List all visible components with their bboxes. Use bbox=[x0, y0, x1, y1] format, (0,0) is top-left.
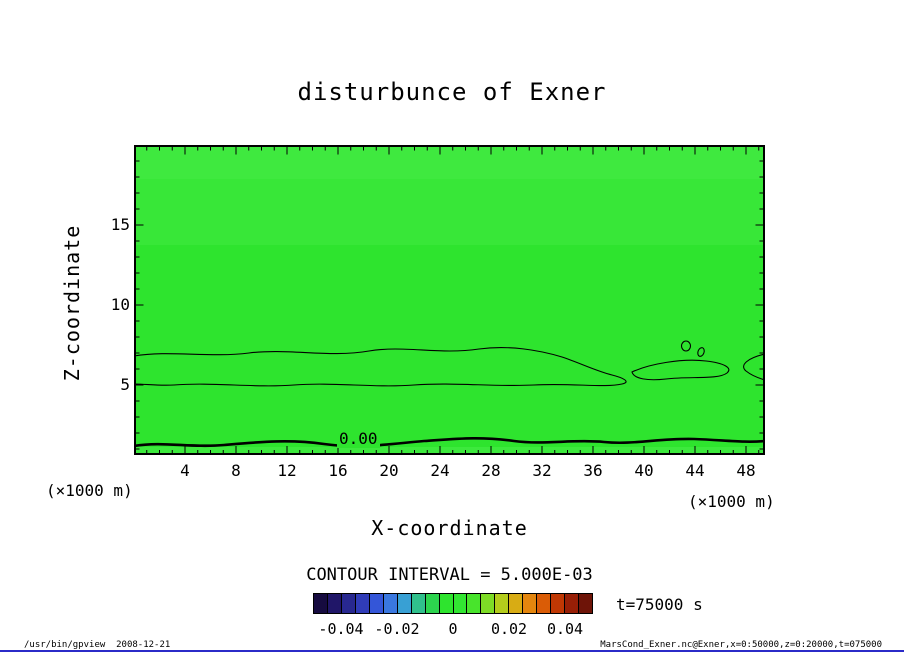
colorbar-tick-label: 0.02 bbox=[490, 620, 528, 638]
x-tick-label: 28 bbox=[481, 461, 501, 480]
x-axis-label: X-coordinate bbox=[371, 516, 528, 540]
x-tick-label: 16 bbox=[328, 461, 348, 480]
x-tick-label: 8 bbox=[231, 461, 241, 480]
colorbar-tick-label: 0 bbox=[448, 620, 458, 638]
colorbar-cell bbox=[480, 594, 495, 613]
plot-title: disturbunce of Exner bbox=[297, 78, 607, 106]
colorbar-cell bbox=[368, 594, 383, 613]
x-tick-label: 4 bbox=[180, 461, 190, 480]
y-axis-unit: (×1000 m) bbox=[46, 481, 133, 500]
colorbar-cell bbox=[438, 594, 453, 613]
x-axis-tick-labels: 4 8 12 16 20 24 28 32 36 40 44 48 bbox=[0, 461, 904, 481]
colorbar-cell bbox=[508, 594, 523, 613]
contour-zero-label: 0.00 bbox=[337, 429, 380, 448]
colorbar-cell bbox=[382, 594, 397, 613]
colorbar-cell bbox=[340, 594, 355, 613]
colorbar-tick-label: 0.04 bbox=[546, 620, 584, 638]
contour-plot-svg bbox=[134, 145, 765, 455]
time-annotation: t=75000 s bbox=[616, 595, 703, 614]
contour-lines bbox=[134, 340, 765, 448]
x-tick-label: 48 bbox=[736, 461, 756, 480]
colorbar-cell bbox=[410, 594, 425, 613]
x-axis-unit: (×1000 m) bbox=[688, 492, 775, 511]
x-tick-label: 44 bbox=[685, 461, 705, 480]
colorbar-cell bbox=[550, 594, 565, 613]
window-bottom-border bbox=[0, 650, 904, 652]
y-axis-tick-labels: 5 10 15 bbox=[92, 0, 130, 654]
colorbar-cell bbox=[564, 594, 579, 613]
x-tick-label: 36 bbox=[583, 461, 603, 480]
colorbar bbox=[313, 593, 593, 614]
y-axis-label: Z-coordinate bbox=[60, 224, 84, 382]
colorbar-cell bbox=[522, 594, 537, 613]
contour-interval-text: CONTOUR INTERVAL = 5.000E-03 bbox=[306, 565, 593, 585]
colorbar-tick-label: -0.04 bbox=[318, 620, 364, 638]
x-tick-label: 12 bbox=[277, 461, 297, 480]
footer-source: MarsCond_Exner.nc@Exner,x=0:50000,z=0:20… bbox=[600, 640, 882, 650]
colorbar-cell bbox=[536, 594, 551, 613]
colorbar-tick-labels: -0.04 -0.02 0 0.02 0.04 bbox=[0, 620, 904, 640]
x-tick-label: 24 bbox=[430, 461, 450, 480]
colorbar-cell bbox=[354, 594, 369, 613]
y-tick-label: 5 bbox=[120, 375, 130, 394]
colorbar-cell bbox=[452, 594, 467, 613]
x-tick-label: 32 bbox=[532, 461, 552, 480]
x-tick-label: 20 bbox=[379, 461, 399, 480]
x-tick-label: 40 bbox=[634, 461, 654, 480]
colorbar-tick-label: -0.02 bbox=[374, 620, 420, 638]
plot-area: 0.00 bbox=[134, 145, 765, 455]
fill-bands bbox=[134, 145, 765, 455]
colorbar-cell bbox=[578, 594, 593, 613]
colorbar-cell bbox=[396, 594, 411, 613]
y-tick-label: 10 bbox=[110, 295, 130, 314]
footer-command: /usr/bin/gpview 2008-12-21 bbox=[24, 640, 171, 650]
colorbar-cell bbox=[424, 594, 439, 613]
y-tick-label: 15 bbox=[110, 215, 130, 234]
plot-frame bbox=[134, 145, 765, 455]
colorbar-cell bbox=[494, 594, 509, 613]
colorbar-cell bbox=[314, 594, 327, 613]
colorbar-cell bbox=[326, 594, 341, 613]
axis-tick-marks bbox=[135, 146, 764, 454]
colorbar-cell bbox=[466, 594, 481, 613]
